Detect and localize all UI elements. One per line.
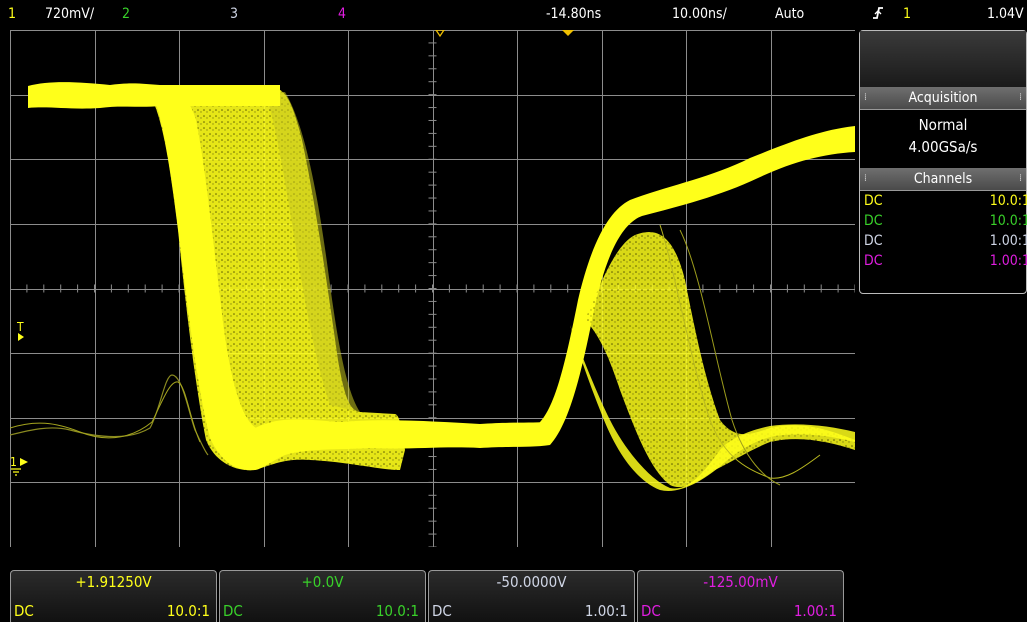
- ch3-info-box[interactable]: -50.0000V DC 1.00:1: [428, 570, 635, 622]
- panel-channel-3[interactable]: DC 1.00:1: [864, 233, 1027, 249]
- rising-edge-icon: [872, 4, 884, 27]
- ch4-info-box[interactable]: -125.00mV DC 1.00:1: [637, 570, 844, 622]
- ch1-label[interactable]: 1: [8, 6, 17, 22]
- ch3-label[interactable]: 3: [230, 6, 239, 22]
- time-delay[interactable]: -14.80ns: [546, 6, 602, 22]
- ch1-ground-marker[interactable]: 1: [10, 456, 29, 476]
- ch4-label[interactable]: 4: [338, 6, 347, 22]
- info-panel: ⁞ Acquisition ⁞ Normal 4.00GSa/s ⁞ Chann…: [859, 30, 1027, 294]
- trigger-mode[interactable]: Auto: [775, 6, 805, 22]
- ch2-label[interactable]: 2: [122, 6, 131, 22]
- panel-channel-4[interactable]: DC 1.00:1: [864, 253, 1027, 269]
- acquisition-header[interactable]: ⁞ Acquisition ⁞: [860, 87, 1026, 110]
- trigger-level[interactable]: 1.04V: [987, 6, 1024, 22]
- top-status-bar: 1 720mV/ 2 3 4 -14.80ns 10.00ns/ Auto 1 …: [0, 0, 1027, 30]
- acquisition-mode: Normal: [918, 116, 968, 134]
- sample-rate: 4.00GSa/s: [908, 138, 978, 156]
- ground-icon: [11, 468, 21, 476]
- panel-channel-2[interactable]: DC 10.0:1: [864, 213, 1027, 229]
- time-scale[interactable]: 10.00ns/: [672, 6, 727, 22]
- trigger-level-marker[interactable]: T: [17, 321, 24, 341]
- ch1-scale[interactable]: 720mV/: [45, 6, 95, 22]
- waveform-display[interactable]: [10, 30, 855, 547]
- ch1-waveform: [10, 82, 855, 491]
- trigger-source[interactable]: 1: [903, 6, 912, 22]
- trigger-time-marker: [435, 30, 574, 38]
- ch1-info-box[interactable]: +1.91250V DC 10.0:1: [10, 570, 217, 622]
- channels-header[interactable]: ⁞ Channels ⁞: [860, 168, 1026, 191]
- panel-channel-1[interactable]: DC 10.0:1: [864, 193, 1027, 209]
- ch2-info-box[interactable]: +0.0V DC 10.0:1: [219, 570, 426, 622]
- channel-info-bar: +1.91250V DC 10.0:1 +0.0V DC 10.0:1 -50.…: [10, 570, 846, 622]
- side-panel: ⁞ Acquisition ⁞ Normal 4.00GSa/s ⁞ Chann…: [859, 30, 1027, 294]
- panel-top-blank: [860, 31, 1026, 87]
